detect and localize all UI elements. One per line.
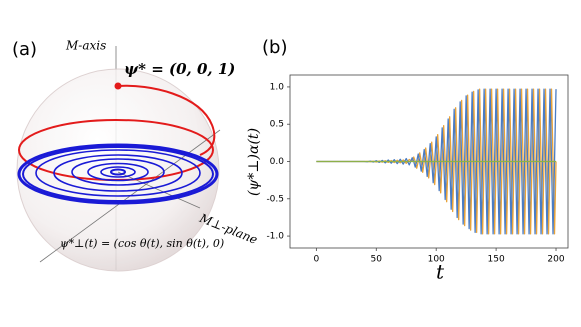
axis-label: M-axis (65, 39, 106, 53)
trajectory-label: ψ*⊥(t) = (cos θ(t), sin θ(t), 0) (60, 237, 224, 250)
panel-a: (a) M-axis ψ* = (0, 0, 1) M⊥-plane ψ*⊥(t… (12, 39, 259, 272)
fixed-point (114, 82, 122, 90)
blue-spiral (17, 143, 219, 205)
y-tick-label: 0.0 (270, 157, 285, 167)
y-axis-title: (ψ*⊥)α(t) (246, 128, 262, 196)
y-tick-label: 1.0 (270, 82, 285, 92)
x-tick-label: 50 (371, 255, 383, 265)
series-line (316, 88, 557, 235)
x-axis-title: t (436, 260, 445, 284)
y-tick-label: 0.5 (270, 120, 284, 130)
plane-axis (117, 171, 201, 209)
x-tick-label: 150 (488, 255, 505, 265)
x-tick-label: 0 (313, 255, 319, 265)
x-tick-label: 100 (428, 255, 445, 265)
y-tick-label: -1.0 (266, 232, 284, 242)
panel-b: (b) t (ψ*⊥)α(t) -1.0 -0.5 0.0 0.5 1.0 0 50 100 1… (246, 37, 569, 284)
point-label: ψ* = (0, 0, 1) (124, 60, 235, 78)
y-tick-label: -0.5 (266, 194, 284, 204)
red-trajectory (117, 84, 216, 156)
panel-label: (b) (262, 37, 287, 58)
x-tick-label: 200 (547, 255, 564, 265)
series-line (316, 88, 557, 235)
panel-label: (a) (12, 39, 37, 60)
